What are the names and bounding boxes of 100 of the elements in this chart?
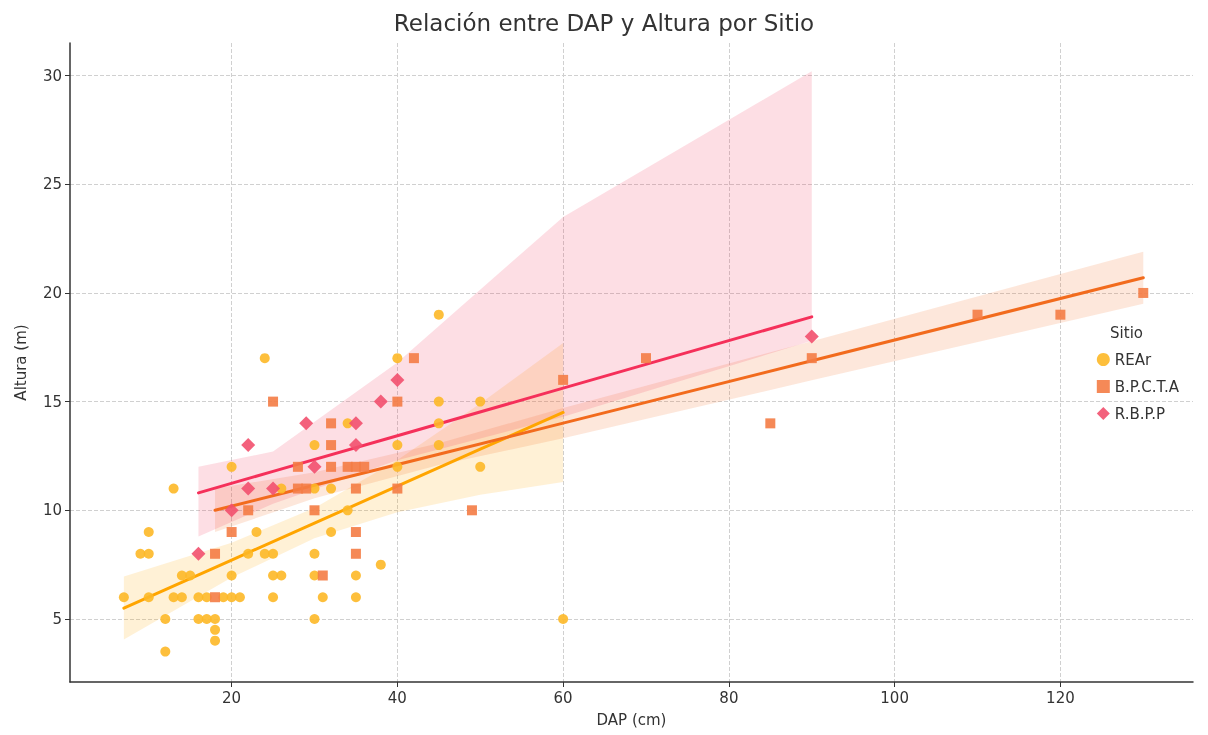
- x-tick-label: 100: [880, 688, 909, 707]
- chart-title: Relación entre DAP y Altura por Sitio: [393, 9, 815, 36]
- y-axis-title: Altura (m): [11, 324, 30, 401]
- point: [392, 483, 403, 494]
- point: [348, 438, 363, 453]
- point: [350, 570, 361, 581]
- point: [268, 592, 279, 603]
- point: [765, 418, 776, 429]
- point: [342, 505, 353, 516]
- y-tick-label: 10: [42, 501, 62, 520]
- point: [326, 418, 337, 429]
- point: [176, 592, 187, 603]
- point: [408, 353, 419, 364]
- x-tick-label: 60: [553, 688, 573, 707]
- point: [135, 548, 146, 559]
- point: [309, 440, 320, 451]
- point: [241, 481, 256, 496]
- point: [210, 624, 221, 635]
- y-tick-label: 25: [42, 175, 62, 194]
- point: [243, 505, 254, 516]
- y-tick-label: 20: [42, 283, 62, 302]
- point: [359, 461, 370, 472]
- point: [118, 592, 129, 603]
- line-series: [122, 410, 565, 610]
- point: [475, 461, 486, 472]
- point: [1138, 287, 1149, 298]
- point: [392, 396, 403, 407]
- x-tick-label: 20: [222, 688, 242, 707]
- point: [234, 592, 245, 603]
- point: [373, 394, 388, 409]
- y-tick-label: 30: [42, 66, 62, 85]
- point: [299, 416, 314, 431]
- point: [210, 635, 221, 646]
- point: [309, 505, 320, 516]
- x-tick-label: 80: [719, 688, 739, 707]
- point: [241, 438, 256, 453]
- point: [160, 646, 171, 657]
- point: [193, 613, 204, 624]
- point: [350, 548, 361, 559]
- point: [193, 592, 204, 603]
- point: [301, 483, 312, 494]
- point: [266, 481, 281, 496]
- point: [268, 548, 279, 559]
- point: [972, 309, 983, 320]
- point: [185, 570, 196, 581]
- point: [326, 461, 337, 472]
- point: [160, 613, 171, 624]
- point: [326, 527, 337, 538]
- point: [276, 570, 287, 581]
- point: [350, 592, 361, 603]
- point: [168, 483, 179, 494]
- point: [392, 461, 403, 472]
- line-series: [196, 315, 814, 495]
- point: [143, 527, 154, 538]
- legend-label: B.P.C.T.A: [1114, 377, 1180, 396]
- point: [350, 527, 361, 538]
- point: [307, 459, 322, 474]
- point: [466, 505, 477, 516]
- point: [433, 440, 444, 451]
- y-tick-label: 5: [52, 609, 62, 628]
- point: [309, 613, 320, 624]
- point: [326, 483, 337, 494]
- point: [226, 570, 237, 581]
- point: [348, 416, 363, 431]
- x-axis-title: DAP (cm): [596, 710, 667, 729]
- point: [292, 461, 303, 472]
- point: [475, 396, 486, 407]
- point: [433, 309, 444, 320]
- point: [641, 353, 651, 364]
- point: [226, 461, 237, 472]
- point: [210, 592, 221, 603]
- legend-label: REAr: [1114, 350, 1152, 369]
- point: [317, 570, 328, 581]
- point: [804, 329, 819, 344]
- point: [226, 527, 237, 538]
- point: [558, 613, 569, 624]
- point: [317, 592, 328, 603]
- point: [326, 440, 337, 451]
- point: [210, 613, 221, 624]
- point: [143, 548, 154, 559]
- point: [251, 527, 262, 538]
- point: [433, 418, 444, 429]
- x-tick-label: 120: [1046, 688, 1075, 707]
- legend-label: R.B.P.P: [1114, 404, 1166, 423]
- y-tick-label: 15: [42, 392, 62, 411]
- point: [268, 396, 279, 407]
- point: [243, 548, 254, 559]
- point: [375, 559, 386, 570]
- point: [309, 548, 320, 559]
- point: [390, 372, 405, 387]
- point: [433, 396, 444, 407]
- point: [392, 353, 403, 364]
- point: [392, 440, 403, 451]
- point: [259, 353, 270, 364]
- point: [210, 548, 221, 559]
- point: [143, 592, 154, 603]
- point: [176, 570, 187, 581]
- point: [224, 503, 239, 518]
- point: [191, 546, 206, 561]
- legend-title: Sitio: [1110, 323, 1144, 342]
